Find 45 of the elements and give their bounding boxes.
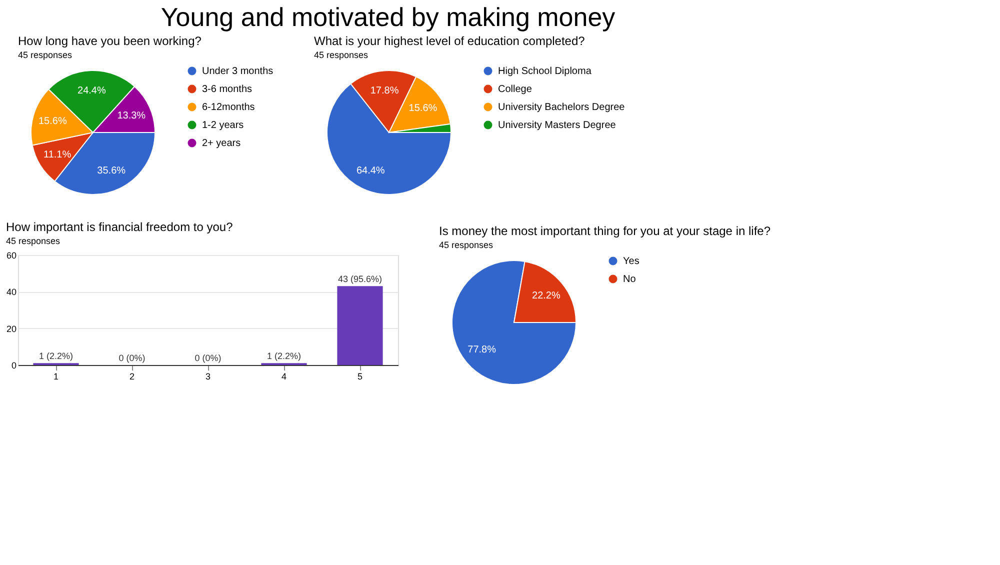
chart-subtitle: 45 responses (18, 50, 73, 60)
legend-label: University Masters Degree (498, 120, 616, 131)
data-label: 17.8% (370, 86, 399, 97)
chart-subtitle: 45 responses (439, 240, 494, 250)
data-label: 13.3% (117, 110, 146, 122)
data-label: 35.6% (97, 165, 126, 176)
data-label: 43 (95.6%) (338, 274, 382, 284)
legend-label: Under 3 months (202, 66, 274, 77)
legend-label: 3-6 months (202, 84, 252, 95)
chart-title: How important is financial freedom to you? (6, 220, 234, 234)
data-label: 22.2% (532, 290, 560, 302)
x-tick-label: 5 (357, 372, 363, 382)
x-tick-label: 3 (205, 372, 211, 382)
data-label: 0 (0%) (118, 353, 146, 363)
legend-label: University Bachelors Degree (498, 102, 626, 113)
pie-slice (452, 260, 576, 385)
x-tick-label: 4 (281, 372, 287, 382)
data-label: 24.4% (78, 86, 106, 97)
y-tick-label: 40 (6, 287, 16, 298)
chart-subtitle: 45 responses (314, 50, 369, 60)
x-tick-label: 2 (129, 372, 135, 382)
legend-label: 6-12months (202, 102, 255, 113)
y-tick-label: 0 (11, 360, 16, 370)
legend-label: 2+ years (202, 138, 241, 149)
data-label: 15.6% (408, 102, 438, 114)
y-tick-label: 20 (6, 324, 16, 334)
chart-subtitle: 45 responses (6, 236, 61, 246)
legend-label: Yes (623, 256, 640, 267)
legend-label: High School Diploma (498, 66, 592, 77)
data-label: 64.4% (356, 165, 385, 176)
data-label: 0 (0%) (194, 353, 222, 363)
x-tick-label: 1 (53, 372, 59, 382)
data-label: 1 (2.2%) (38, 351, 74, 362)
chart-title: What is your highest level of education completed? (314, 34, 586, 48)
data-label: 77.8% (468, 344, 496, 356)
chart-title: How long have you been working? (18, 34, 202, 48)
data-label: 11.1% (44, 150, 72, 161)
legend-label: No (623, 274, 636, 285)
data-label: 1 (2.2%) (266, 351, 302, 362)
chart-title: Is money the most important thing for you at your stage in life? (439, 224, 771, 238)
text: Young and motivated by making money (160, 2, 616, 32)
legend-label: College (498, 84, 532, 95)
legend-label: 1-2 years (202, 120, 244, 131)
y-tick-label: 60 (6, 250, 16, 260)
data-label: 15.6% (38, 116, 67, 127)
